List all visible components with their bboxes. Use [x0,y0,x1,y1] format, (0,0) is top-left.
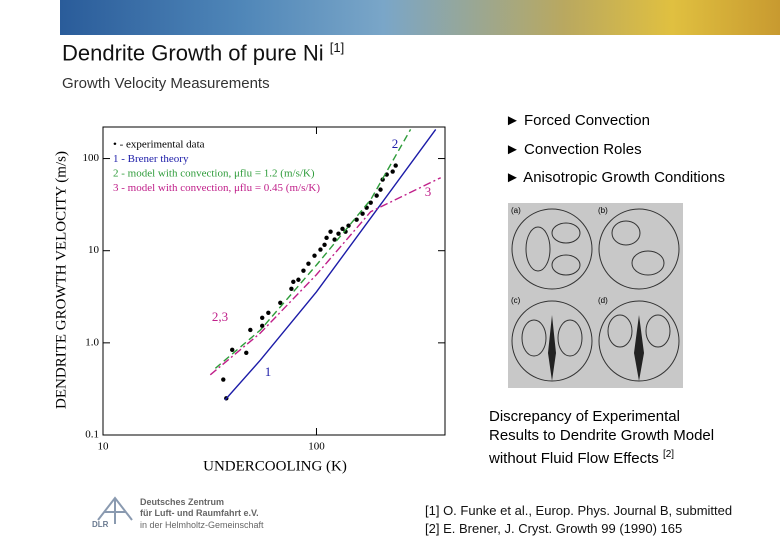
legend-entry: 3 - model with convection, μflu = 0.45 (… [113,182,320,194]
figure-bg [508,203,683,388]
x-axis-label: UNDERCOOLING (K) [203,458,347,474]
legend-entry: 1 - Brener theory [113,153,189,165]
data-point [354,217,359,222]
title-text: Dendrite Growth of pure Ni [62,40,324,66]
slide-title: Dendrite Growth of pure Ni [1] [62,40,344,66]
data-point [312,253,317,258]
curve-label: 1 [265,364,272,379]
data-point [260,323,265,329]
data-point [378,187,383,192]
data-point [230,347,235,353]
y-tick-label: 1.0 [85,336,99,348]
bullet: ► Forced Convection [505,112,650,129]
data-point [360,211,365,216]
header-banner [60,0,780,35]
caption: Discrepancy of Experimental Results to D… [489,407,729,468]
convection-figure: (a) (b) (c) (d) [508,203,683,388]
data-point [318,247,323,252]
chart: 0.1 1.0 10 100 10 100 UNDERCOOLING (K) DENDRITE… [53,126,446,474]
figure-label: (a) [511,206,521,215]
model-line [224,128,437,401]
x-tick-label: 10 [98,441,110,453]
x-tick-label: 100 [308,441,325,453]
data-point [289,286,294,291]
plot-frame [102,126,446,436]
logo-mark: DLR [92,496,133,529]
subtitle: Growth Velocity Measurements [62,75,270,92]
data-point [336,231,341,236]
data-point [296,277,301,282]
logo-line: in der Helmholtz-Gemeinschaft [140,520,264,530]
data-point [244,350,249,355]
logo-line: für Luft- und Raumfahrt e.V. [140,508,259,518]
data-point [260,315,265,321]
figure-label: (d) [598,296,608,305]
y-tick-label: 10 [88,244,100,256]
legend-entry: 2 - model with convection, μflu = 1.2 (m… [113,168,315,180]
logo-line: Deutsches Zentrum [140,497,225,507]
y-axis-label: DENDRITE GROWTH VELOCITY (m/s) [53,151,69,409]
data-point [346,223,351,228]
data-point [324,235,329,241]
data-point [374,193,379,198]
curve-label: 2,3 [212,309,228,324]
curve-label: 3 [425,184,432,199]
data-point [328,229,333,234]
caption-ref: [2] [662,449,675,460]
figure-drawings [511,208,680,382]
data-point [340,226,345,231]
reference: [1] O. Funke et al., Europ. Phys. Journa… [425,503,733,518]
y-tick-label: 100 [83,152,100,164]
data-point [368,200,373,205]
title-ref: [1] [329,40,345,55]
logo-text: DLR [92,520,109,529]
data-point [266,310,271,315]
data-point [332,237,337,242]
model-line [209,177,442,376]
data-point [390,169,395,174]
reference: [2] E. Brener, J. Cryst. Growth 99 (1990… [425,521,683,536]
figure-label: (c) [511,296,521,305]
figure-label: (b) [598,206,608,215]
data-point [278,300,283,306]
bullet: ► Anisotropic Growth Conditions [505,169,725,186]
data-point [248,327,253,333]
bullet: ► Convection Roles [505,141,642,158]
data-point [322,242,327,247]
curve-label: 2 [392,136,399,151]
data-point [306,261,311,266]
data-point [221,377,226,382]
y-tick-label: 0.1 [85,429,99,441]
data-point [393,163,398,168]
data-point [301,268,306,273]
data-point [291,279,296,284]
caption-text: Discrepancy of Experimental Results to D… [489,408,715,467]
legend-entry: • - experimental data [113,139,205,151]
model-line [214,129,412,369]
